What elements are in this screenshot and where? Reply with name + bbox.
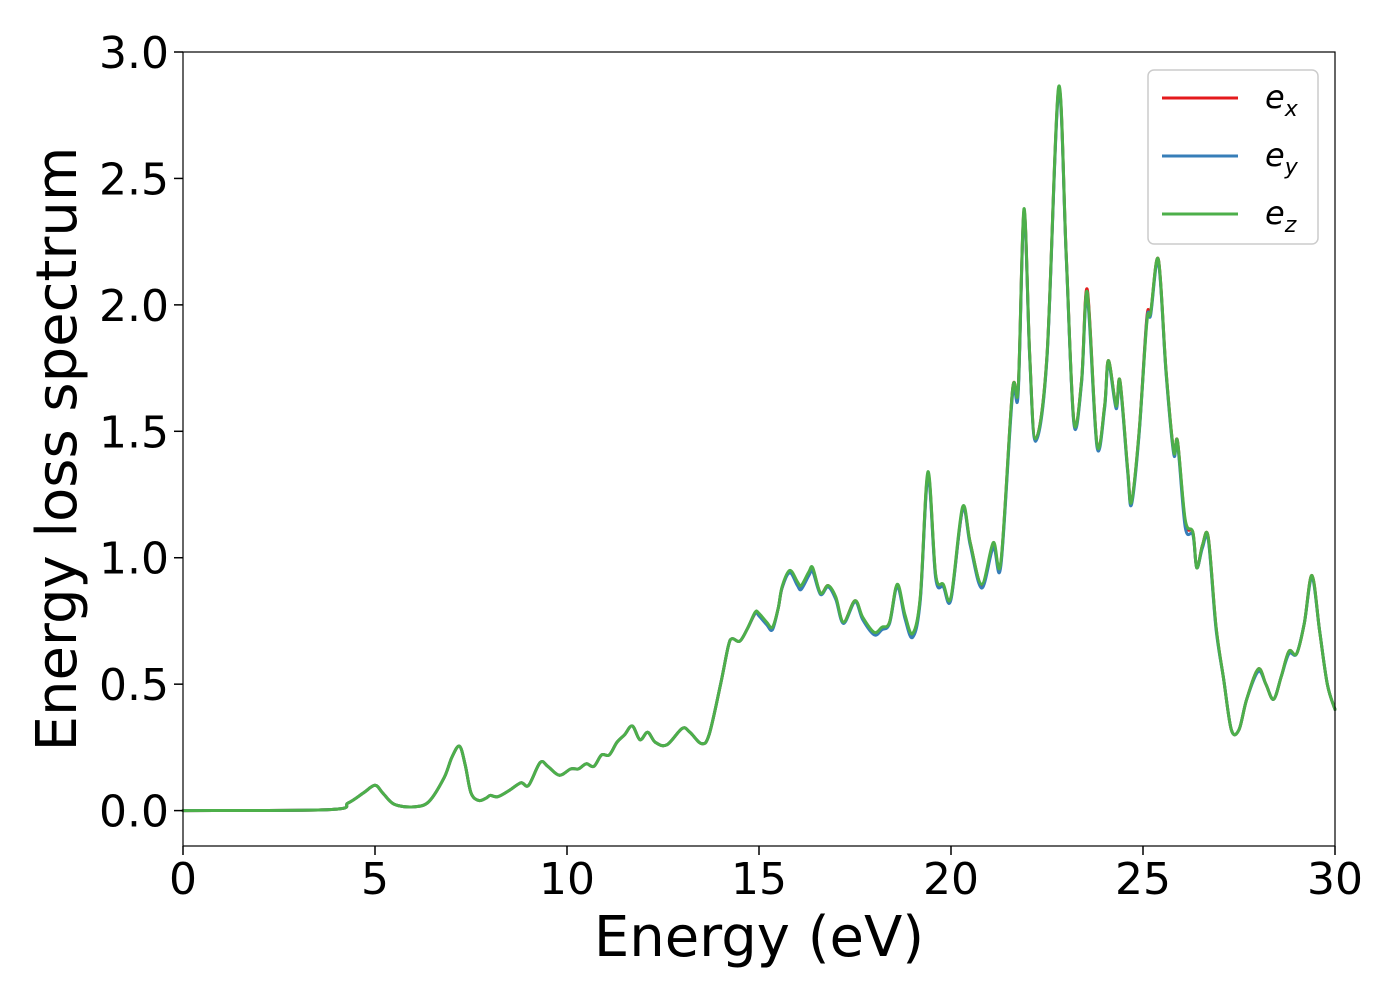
y-axis-label: Energy loss spectrum — [25, 147, 90, 752]
x-tick-label: 20 — [923, 854, 979, 905]
legend-label-subscript: x — [1284, 97, 1299, 122]
legend-label-base: e — [1265, 78, 1285, 116]
legend-label-subscript: z — [1284, 213, 1297, 238]
legend-label-base: e — [1265, 194, 1285, 232]
x-axis-ticks: 0 5 10 15 20 25 30 — [169, 846, 1363, 905]
legend-label-ez: ez — [1265, 194, 1297, 238]
y-tick-label: 2.0 — [99, 281, 169, 332]
x-tick-label: 5 — [361, 854, 389, 905]
legend-label-ex: ex — [1265, 78, 1299, 122]
x-tick-label: 0 — [169, 854, 197, 905]
y-tick-label: 1.5 — [99, 407, 169, 458]
legend-label-subscript: y — [1284, 155, 1299, 180]
y-tick-label: 0.5 — [99, 660, 169, 711]
x-tick-label: 15 — [731, 854, 787, 905]
series-line-ez — [181, 84, 1337, 813]
y-tick-label: 0.0 — [99, 787, 169, 838]
series-layer — [181, 84, 1337, 813]
y-tick-label: 2.5 — [99, 154, 169, 205]
legend-label-ey: ey — [1265, 136, 1299, 180]
x-tick-label: 30 — [1307, 854, 1363, 905]
legend-label-base: e — [1265, 136, 1285, 174]
y-axis-ticks: 0.0 0.5 1.0 1.5 2.0 2.5 3.0 — [99, 28, 183, 838]
y-tick-label: 1.0 — [99, 534, 169, 585]
y-tick-label: 3.0 — [99, 28, 169, 79]
x-tick-label: 10 — [539, 854, 595, 905]
x-axis-label: Energy (eV) — [594, 905, 924, 970]
x-tick-label: 25 — [1115, 854, 1171, 905]
